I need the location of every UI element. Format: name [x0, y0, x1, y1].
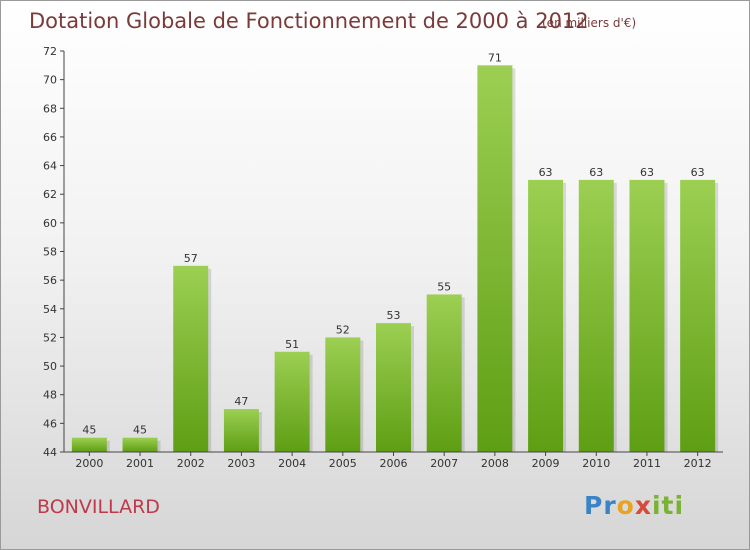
bar-value-label: 45: [82, 424, 96, 437]
proxiti-logo: Proxiti: [584, 491, 684, 520]
y-tick-label: 48: [43, 389, 57, 402]
bars: 45 45 57 47 51 52 53 55 71 63 63 63 63: [71, 51, 719, 453]
bar-value-label: 53: [387, 309, 401, 322]
commune-name: BONVILLARD: [37, 496, 160, 518]
logo-part: x: [634, 491, 652, 520]
logo-part: iti: [651, 491, 685, 520]
bar-value-label: 63: [640, 166, 654, 179]
bar: [274, 351, 310, 452]
bar-value-label: 45: [133, 424, 147, 437]
bar-value-label: 51: [285, 338, 299, 351]
bar: [122, 437, 158, 452]
y-tick-label: 56: [43, 274, 57, 287]
x-tick-label: 2000: [75, 457, 103, 470]
x-tick-label: 2007: [430, 457, 458, 470]
y-tick-label: 60: [43, 217, 57, 230]
bar-value-label: 55: [437, 280, 451, 293]
x-tick-label: 2008: [481, 457, 509, 470]
x-tick-label: 2006: [380, 457, 408, 470]
chart-title: Dotation Globale de Fonctionnement de 20…: [29, 9, 589, 33]
bar: [578, 179, 614, 452]
y-tick-label: 50: [43, 360, 57, 373]
y-axis: 44 46 48 50 52 54 56 58 60 62 64 66 68 70 72: [43, 45, 65, 459]
x-tick-label: 2009: [532, 457, 560, 470]
y-tick-label: 46: [43, 417, 57, 430]
bar: [477, 65, 513, 453]
y-tick-label: 54: [43, 303, 57, 316]
bar: [173, 265, 209, 452]
bar: [71, 437, 107, 452]
x-tick-label: 2005: [329, 457, 357, 470]
y-tick-label: 64: [43, 160, 57, 173]
logo-part: o: [616, 491, 635, 520]
x-axis: 2000 2001 2002 2003 2004 2005 2006 2007 2008 2009…: [64, 451, 723, 470]
y-tick-label: 58: [43, 246, 57, 259]
y-tick-label: 72: [43, 45, 57, 58]
bar: [223, 409, 259, 452]
bar-value-label: 63: [691, 166, 705, 179]
bar-value-label: 57: [184, 252, 198, 265]
bar: [426, 294, 462, 452]
y-tick-label: 68: [43, 102, 57, 115]
bar: [325, 337, 361, 452]
x-tick-label: 2010: [582, 457, 610, 470]
x-tick-label: 2001: [126, 457, 154, 470]
bar: [680, 179, 716, 452]
y-tick-label: 66: [43, 131, 57, 144]
x-tick-label: 2003: [227, 457, 255, 470]
x-tick-label: 2012: [684, 457, 712, 470]
bar-value-label: 63: [539, 166, 553, 179]
y-tick-label: 52: [43, 331, 57, 344]
y-tick-label: 70: [43, 74, 57, 87]
bar-value-label: 52: [336, 323, 350, 336]
bar: [376, 323, 411, 452]
bar: [528, 179, 564, 452]
bar-value-label: 63: [589, 166, 603, 179]
bar: [629, 179, 665, 452]
x-tick-label: 2002: [177, 457, 205, 470]
y-tick-label: 62: [43, 188, 57, 201]
x-tick-label: 2004: [278, 457, 306, 470]
logo-part: Pr: [584, 491, 617, 520]
unit-note: (en milliers d'€): [542, 16, 637, 30]
bar-value-label: 47: [234, 395, 248, 408]
bar-value-label: 71: [488, 51, 502, 64]
x-tick-label: 2011: [633, 457, 661, 470]
y-tick-label: 44: [43, 446, 57, 459]
